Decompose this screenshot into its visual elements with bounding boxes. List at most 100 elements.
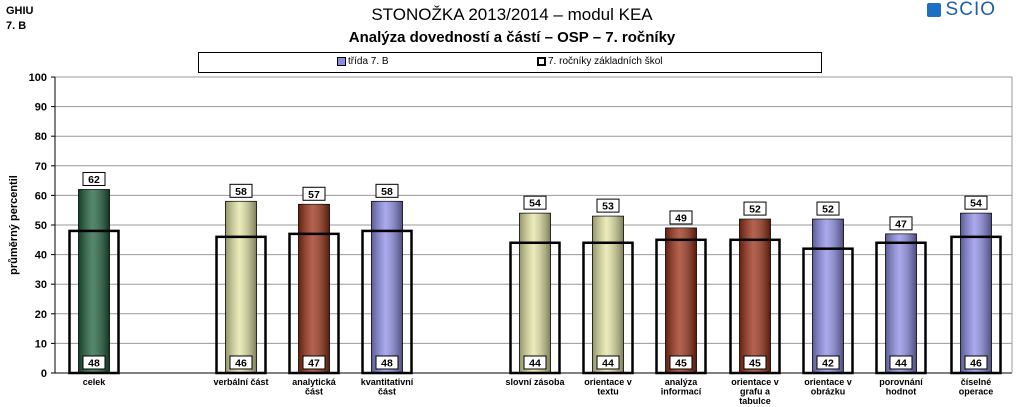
- legend-label-class: třída 7. B: [348, 56, 389, 67]
- data-label-class: 62: [88, 174, 100, 186]
- bar-national: [288, 232, 340, 375]
- legend-swatch-class: [337, 57, 346, 66]
- bar-class-shading: [812, 219, 844, 373]
- chart-legend: třída 7. B 7. ročníky základních škol: [198, 52, 822, 73]
- x-tick-label: orientace v: [731, 377, 779, 387]
- x-tick-label: celek: [83, 377, 107, 387]
- data-label-box-national: [229, 355, 253, 370]
- y-tick-label: 30: [35, 279, 47, 291]
- scio-logo-text: SCIO: [945, 0, 996, 20]
- data-label-class: 49: [675, 212, 687, 224]
- scio-logo: SCIO: [926, 0, 996, 20]
- data-label-class: 52: [749, 204, 761, 216]
- data-label-box-class: [964, 195, 988, 210]
- data-label-box-class: [523, 195, 547, 210]
- bar-class-shading: [592, 216, 624, 373]
- bar-class-shading: [371, 201, 403, 373]
- data-label-box-national: [964, 355, 988, 370]
- class-info: GHIU 7. B: [6, 4, 34, 34]
- x-tick-label: analytická: [292, 377, 337, 387]
- x-tick-label: grafu a: [740, 387, 771, 397]
- x-tick-label: část: [305, 387, 323, 397]
- x-tick-label: porovnání: [879, 377, 923, 387]
- data-label-national: 44: [529, 358, 541, 370]
- legend-label-national: 7. ročníky základních škol: [548, 56, 663, 67]
- x-tick-label: verbální část: [213, 377, 268, 387]
- y-tick-label: 80: [35, 131, 47, 143]
- x-tick-label: číselné: [961, 377, 992, 387]
- data-label-box-national: [816, 355, 840, 370]
- x-tick-label: slovní zásoba: [505, 377, 565, 387]
- data-label-national: 45: [675, 358, 687, 370]
- chart-title: STONOŽKA 2013/2014 – modul KEA: [371, 5, 653, 24]
- data-label-box-class: [229, 183, 253, 198]
- data-label-class: 57: [308, 189, 320, 201]
- data-label-box-national: [82, 355, 106, 370]
- x-tick-label: analýza: [665, 377, 699, 387]
- data-label-box-class: [302, 186, 326, 201]
- data-label-box-national: [889, 355, 913, 370]
- bar-national: [215, 235, 267, 375]
- data-label-box-class: [82, 171, 106, 186]
- bar-national: [509, 241, 561, 375]
- data-label-box-national: [743, 355, 767, 370]
- bar-national: [361, 229, 413, 375]
- y-tick-label: 50: [35, 220, 47, 232]
- x-tick-label: informací: [661, 387, 702, 397]
- bar-national: [875, 241, 927, 375]
- x-tick-label: orientace v: [804, 377, 852, 387]
- bar-national: [729, 238, 781, 375]
- data-label-national: 44: [602, 358, 614, 370]
- class-name: 7. B: [6, 20, 27, 32]
- data-label-class: 53: [602, 201, 614, 213]
- data-label-class: 47: [895, 218, 907, 230]
- chart-subtitle: Analýza dovedností a částí – OSP – 7. ro…: [348, 29, 676, 46]
- x-tick-label: operace: [959, 387, 994, 397]
- bar-class-shading: [225, 201, 257, 373]
- data-label-class: 58: [235, 186, 247, 198]
- y-tick-label: 20: [35, 309, 47, 321]
- y-tick-label: 60: [35, 190, 47, 202]
- x-tick-label: orientace v: [584, 377, 632, 387]
- data-label-box-class: [596, 198, 620, 213]
- data-label-box-national: [596, 355, 620, 370]
- data-label-class: 54: [970, 198, 982, 210]
- bar-national: [950, 235, 1002, 375]
- y-tick-label: 10: [35, 338, 47, 350]
- data-label-national: 47: [308, 358, 320, 370]
- y-tick-label: 40: [35, 250, 47, 262]
- data-label-class: 52: [822, 204, 834, 216]
- x-tick-label: textu: [597, 387, 619, 397]
- bars-layer: [68, 189, 1002, 375]
- data-label-national: 45: [749, 358, 761, 370]
- bar-national: [655, 238, 707, 375]
- y-tick-label: 0: [41, 368, 47, 380]
- data-label-class: 54: [529, 198, 541, 210]
- legend-item-national: 7. ročníky základních škol: [537, 56, 663, 67]
- x-tick-label: hodnot: [886, 387, 917, 397]
- legend-item-class: třída 7. B: [337, 56, 389, 67]
- legend-swatch-national: [537, 57, 546, 66]
- data-label-national: 42: [822, 358, 834, 370]
- y-tick-label: 90: [35, 102, 47, 114]
- x-tick-label: část: [378, 387, 396, 397]
- data-label-national: 44: [895, 358, 907, 370]
- data-label-box-class: [669, 210, 693, 225]
- bar-class-shading: [960, 213, 992, 373]
- y-tick-label: 70: [35, 161, 47, 173]
- bar-class-shading: [78, 189, 110, 373]
- data-label-box-class: [375, 183, 399, 198]
- data-label-box-national: [375, 355, 399, 370]
- y-axis-label: průměrný percentil: [8, 175, 20, 275]
- x-tick-label: tabulce: [739, 396, 771, 406]
- data-label-national: 48: [88, 358, 100, 370]
- bar-class-shading: [665, 227, 697, 373]
- x-tick-label: kvantitativní: [361, 377, 414, 387]
- bar-class-shading: [885, 233, 917, 373]
- data-label-box-national: [669, 355, 693, 370]
- data-label-national: 48: [381, 358, 393, 370]
- data-label-box-class: [743, 201, 767, 216]
- class-code: GHIU: [6, 5, 34, 17]
- data-label-box-national: [523, 355, 547, 370]
